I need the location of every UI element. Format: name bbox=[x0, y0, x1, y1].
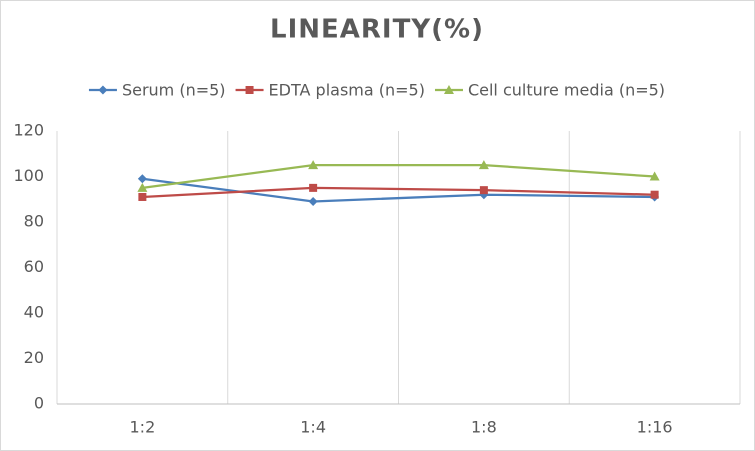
legend-marker bbox=[98, 85, 108, 95]
y-tick-label: 40 bbox=[24, 303, 44, 322]
marker bbox=[479, 186, 488, 195]
x-tick-label: 1:2 bbox=[130, 418, 156, 437]
x-tick-label: 1:8 bbox=[471, 418, 497, 437]
legend-label: EDTA plasma (n=5) bbox=[269, 81, 425, 100]
legend-marker bbox=[245, 86, 254, 94]
marker bbox=[308, 160, 319, 170]
marker bbox=[309, 183, 318, 192]
series-line bbox=[142, 186, 655, 199]
marker bbox=[308, 197, 318, 207]
y-tick-label: 120 bbox=[13, 121, 44, 140]
marker bbox=[138, 192, 147, 201]
series-line bbox=[142, 177, 655, 203]
marker bbox=[650, 190, 659, 199]
x-tick-label: 1:16 bbox=[637, 418, 673, 437]
marker bbox=[478, 160, 489, 170]
series-line bbox=[142, 164, 655, 189]
y-tick-label: 0 bbox=[34, 394, 44, 413]
marker bbox=[137, 174, 147, 184]
legend-marker bbox=[443, 85, 454, 94]
chart-title: LINEARITY(%) bbox=[270, 15, 484, 45]
marker bbox=[649, 171, 660, 181]
legend-label: Serum (n=5) bbox=[122, 81, 226, 100]
y-tick-label: 100 bbox=[13, 166, 44, 185]
marker bbox=[137, 182, 148, 192]
x-tick-label: 1:4 bbox=[300, 418, 326, 437]
y-tick-label: 80 bbox=[24, 212, 44, 231]
legend-label: Cell culture media (n=5) bbox=[468, 81, 665, 100]
y-tick-label: 20 bbox=[24, 348, 44, 367]
y-tick-label: 60 bbox=[24, 257, 44, 276]
